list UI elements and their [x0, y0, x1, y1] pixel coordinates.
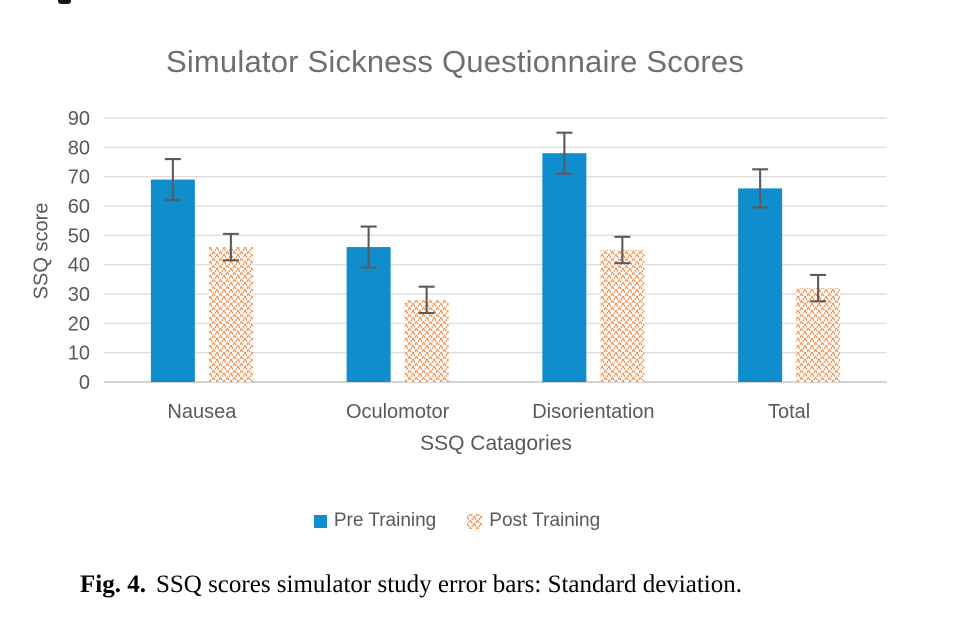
pre-training-swatch-icon [313, 514, 327, 528]
post-training-swatch-icon [467, 513, 483, 529]
y-tick-label-0: 0 [79, 372, 90, 394]
bar-post-training-total [796, 288, 841, 382]
figure-caption: Fig. 4. SSQ scores simulator study error … [80, 571, 940, 599]
legend-label-pre-training: Pre Training [333, 510, 437, 531]
x-tick-labels: Nausea Oculomotor Disorientation Total [167, 401, 810, 423]
bar-pre-training-oculomotor [346, 247, 391, 382]
chart-plot-area: 0 10 20 30 40 50 60 70 80 90 Nausea Oculomotor Diso… [68, 108, 887, 423]
bar-pre-training-nausea [150, 179, 195, 382]
y-tick-label-60: 60 [68, 196, 90, 218]
bars [150, 153, 841, 382]
y-tick-labels: 0 10 20 30 40 50 60 70 80 90 [68, 108, 90, 394]
bar-pre-training-disorientation [542, 153, 587, 382]
chart-legend: Pre Training Post Training [0, 510, 914, 532]
bar-post-training-nausea [208, 247, 253, 382]
y-tick-label-90: 90 [68, 108, 90, 130]
cropped-text-fragment [58, 0, 71, 4]
y-tick-label-50: 50 [68, 225, 90, 247]
legend-item-post-training: Post Training [467, 510, 600, 532]
y-tick-label-80: 80 [68, 137, 90, 159]
chart-title: Simulator Sickness Questionnaire Scores [165, 44, 745, 79]
y-tick-label-70: 70 [68, 167, 90, 189]
error-bars [164, 131, 827, 315]
legend-item-pre-training: Pre Training [313, 510, 437, 532]
legend-label-post-training: Post Training [489, 510, 601, 531]
x-axis-title: SSQ Catagories [420, 432, 572, 455]
bar-pre-training-total [738, 188, 783, 382]
y-tick-label-40: 40 [68, 255, 90, 277]
y-tick-label-10: 10 [68, 343, 90, 365]
x-tick-label-nausea: Nausea [167, 401, 237, 423]
caption-text: SSQ scores simulator study error bars: S… [155, 571, 742, 598]
bar-post-training-disorientation [600, 250, 645, 382]
x-tick-label-total: Total [768, 401, 810, 423]
caption-label: Fig. 4. [80, 571, 146, 598]
y-tick-label-20: 20 [68, 313, 90, 335]
x-tick-label-disorientation: Disorientation [532, 401, 654, 423]
x-tick-label-oculomotor: Oculomotor [346, 401, 450, 423]
y-tick-label-30: 30 [68, 284, 90, 306]
